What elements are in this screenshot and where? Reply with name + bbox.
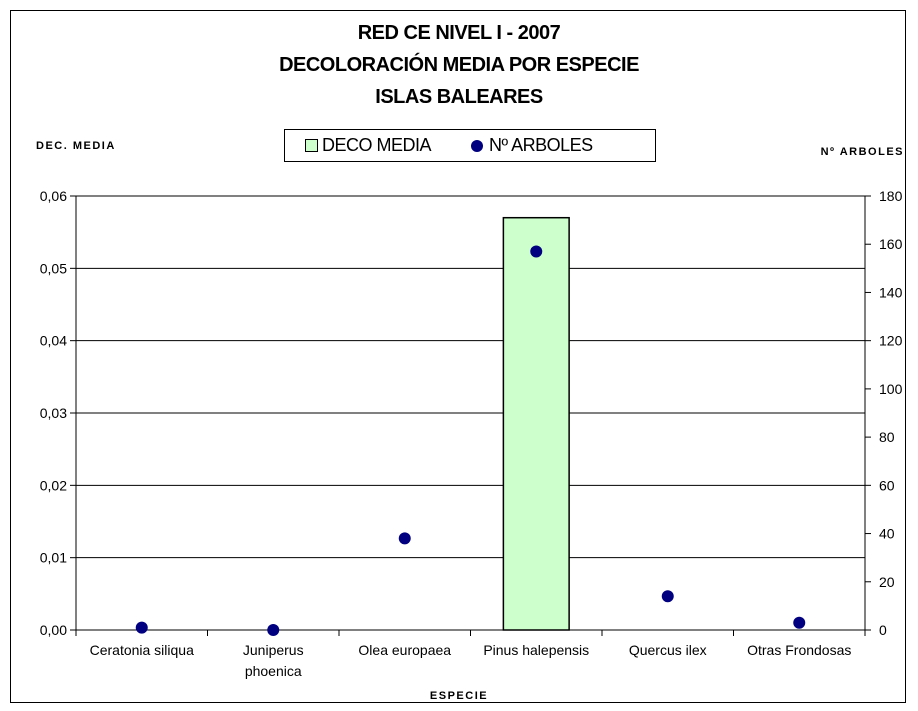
y2-tick-label: 60 — [879, 477, 895, 493]
x-tick-label: Olea europaea — [358, 642, 451, 658]
y2-tick-label: 80 — [879, 429, 895, 445]
chart-frame — [10, 10, 906, 703]
x-tick-label: Juniperus phoenica — [243, 642, 304, 679]
x-tick-label: Quercus ilex — [629, 642, 707, 658]
y-tick-label: 0,05 — [40, 260, 67, 276]
y2-tick-label: 100 — [879, 381, 903, 397]
x-axis-title: ESPECIE — [429, 690, 489, 702]
y2-tick-label: 140 — [879, 284, 903, 300]
y2-tick-label: 0 — [879, 622, 887, 638]
legend-label-deco-media: DECO MEDIA — [322, 135, 432, 155]
y-tick-label: 0,04 — [40, 333, 67, 349]
tree-count-point — [135, 621, 148, 634]
y2-axis-title: Nº ARBOLES — [820, 146, 904, 158]
tree-count-point — [267, 624, 280, 636]
tree-count-point — [530, 245, 543, 258]
y2-tick-label: 120 — [879, 333, 903, 349]
y2-tick-label: 180 — [879, 188, 903, 204]
y2-tick-label: 160 — [879, 236, 903, 252]
y2-tick-label: 20 — [879, 574, 895, 590]
x-tick-label: Otras Frondosas — [747, 642, 851, 658]
chart-title-line-2: DECOLORACIÓN MEDIA POR ESPECIE — [279, 54, 639, 76]
chart-title-line-3: ISLAS BALEARES — [375, 86, 543, 108]
legend-label-arboles: Nº ARBOLES — [489, 135, 593, 155]
x-tick-label: Ceratonia siliqua — [90, 642, 194, 658]
tree-count-point — [398, 532, 411, 545]
tree-count-point — [661, 590, 674, 603]
y-tick-label: 0,02 — [40, 477, 67, 493]
x-tick-label: Pinus halepensis — [483, 642, 589, 658]
tree-count-point — [793, 616, 806, 629]
legend-bar-swatch — [305, 139, 318, 152]
chart-title-line-1: RED CE NIVEL I - 2007 — [357, 22, 561, 44]
legend-item-arboles: Nº ARBOLES — [431, 135, 593, 156]
y2-tick-label: 40 — [879, 526, 895, 542]
chart-legend: DECO MEDIA Nº ARBOLES — [284, 129, 656, 162]
legend-item-deco-media: DECO MEDIA — [285, 135, 432, 156]
y-tick-label: 0,06 — [40, 188, 67, 204]
y-axis-title: DEC. MEDIA — [36, 140, 116, 152]
legend-dot-swatch — [471, 139, 484, 152]
y-tick-label: 0,00 — [40, 622, 67, 638]
y-tick-label: 0,01 — [40, 550, 67, 566]
bar — [502, 216, 570, 631]
y-tick-label: 0,03 — [40, 405, 67, 421]
